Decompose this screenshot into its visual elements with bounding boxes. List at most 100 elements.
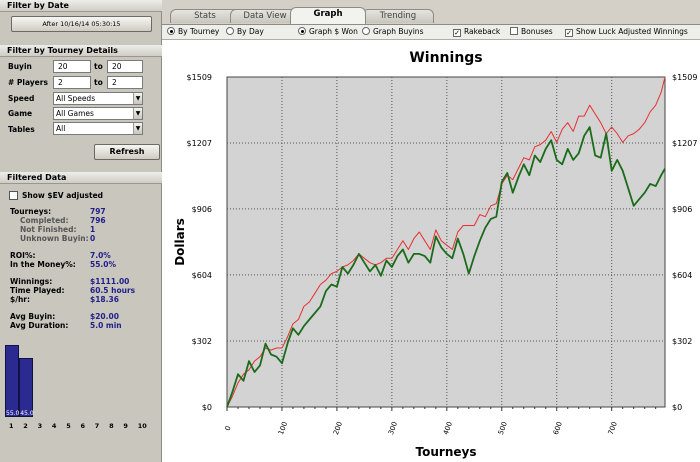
speed-label: Speed: [8, 94, 35, 103]
chart-title: Winnings: [409, 50, 482, 66]
per-hour-label: $/hr:: [10, 295, 30, 304]
game-value: All Games: [56, 109, 94, 118]
series-line: [226, 126, 666, 408]
filtered-data-header: Filtered Data: [0, 172, 162, 184]
finish-position-label: 6: [80, 422, 86, 430]
tables-value: All: [56, 124, 66, 133]
y-tick-label-left: $1509: [187, 73, 212, 82]
sev-adjusted-label: Show $EV adjusted: [22, 191, 104, 200]
graph-won-radio[interactable]: Graph $ Won: [298, 27, 358, 37]
luck-adjusted-checkbox[interactable]: ✓ Show Luck Adjusted Winnings: [565, 27, 688, 37]
x-tick-label: 0: [224, 425, 233, 432]
by-tourney-radio[interactable]: By Tourney: [167, 27, 219, 37]
bonuses-label: Bonuses: [521, 27, 553, 36]
series-line: [226, 76, 666, 408]
finish-position-label: 2: [23, 422, 28, 430]
checkbox-icon[interactable]: [510, 27, 518, 35]
graph-buyins-radio[interactable]: Graph Buyins: [362, 27, 423, 37]
players-label: # Players: [8, 78, 48, 87]
graph-won-label: Graph $ Won: [309, 27, 358, 36]
tab-trending[interactable]: Trending: [362, 9, 434, 23]
y-tick-label-left: $906: [192, 205, 212, 214]
filter-by-date-header: Filter by Date: [0, 0, 162, 12]
filter-panel: Filter by Date After 10/16/14 05:30:15 F…: [0, 0, 162, 462]
radio-selected-icon[interactable]: [167, 27, 175, 35]
finish-position-label: 4: [51, 422, 57, 430]
chevron-down-icon[interactable]: ▼: [133, 108, 142, 119]
tables-label: Tables: [8, 125, 35, 134]
chevron-down-icon[interactable]: ▼: [133, 123, 142, 134]
tables-select[interactable]: All ▼: [53, 122, 143, 135]
finish-position-label: 8: [109, 422, 114, 430]
y-tick-label-right: $1207: [672, 139, 697, 148]
rakeback-label: Rakeback: [464, 27, 501, 36]
finish-position-label: 1: [9, 422, 14, 430]
radio-icon[interactable]: [226, 27, 234, 35]
by-day-label: By Day: [237, 27, 264, 36]
unknown-buyin-value: 0: [90, 234, 96, 243]
y-tick-label-left: $0: [202, 403, 212, 412]
radio-selected-icon[interactable]: [298, 27, 306, 35]
x-tick-label: 700: [607, 421, 619, 436]
not-finished-value: 1: [90, 225, 96, 234]
finish-bar-label: 55.0: [6, 410, 20, 417]
luck-adjusted-label: Show Luck Adjusted Winnings: [576, 27, 688, 36]
buyin-max-input[interactable]: 20: [107, 60, 143, 73]
y-tick-label-left: $604: [192, 271, 212, 280]
by-day-radio[interactable]: By Day: [226, 27, 264, 37]
finish-position-label: 5: [66, 422, 71, 430]
buyin-min-input[interactable]: 20: [53, 60, 91, 73]
refresh-button[interactable]: Refresh: [94, 144, 160, 160]
x-axis-label: Tourneys: [416, 445, 477, 459]
rakeback-checkbox[interactable]: ✓ Rakeback: [453, 27, 500, 37]
x-tick-label: 400: [442, 421, 454, 436]
view-tabs: Stats Data View Graph Trending: [162, 0, 700, 24]
finish-position-label: 9: [123, 422, 128, 430]
finish-position-label: 7: [94, 422, 100, 430]
y-tick-label-right: $906: [672, 205, 692, 214]
y-tick-label-right: $0: [672, 403, 682, 412]
radio-icon[interactable]: [362, 27, 370, 35]
y-tick-label-left: $1207: [187, 139, 212, 148]
winnings-value: $1111.00: [90, 277, 130, 286]
date-filter-button[interactable]: After 10/16/14 05:30:15: [11, 16, 152, 32]
to-label: to: [94, 62, 103, 71]
sev-adjusted-checkbox[interactable]: [9, 191, 18, 200]
time-played-label: Time Played:: [10, 286, 65, 295]
by-tourney-label: By Tourney: [178, 27, 220, 36]
roi-label: ROI%:: [10, 251, 36, 260]
tourneys-label: Tourneys:: [10, 207, 52, 216]
avg-buyin-value: $20.00: [90, 312, 119, 321]
avg-duration-value: 5.0 min: [90, 321, 122, 330]
completed-value: 796: [90, 216, 106, 225]
checkbox-checked-icon[interactable]: ✓: [453, 29, 461, 37]
winnings-label: Winnings:: [10, 277, 53, 286]
plot-background: [226, 76, 666, 408]
tab-graph[interactable]: Graph: [290, 7, 366, 24]
finish-bar: [5, 345, 19, 417]
chevron-down-icon[interactable]: ▼: [133, 93, 142, 104]
avg-duration-label: Avg Duration:: [10, 321, 69, 330]
finish-position-label: 3: [37, 422, 43, 430]
x-tick-label: 300: [387, 421, 399, 436]
finish-bar: [19, 358, 34, 417]
to-label: to: [94, 78, 103, 87]
y-tick-label-right: $604: [672, 271, 692, 280]
y-axis-label: Dollars: [173, 218, 187, 266]
winnings-chart: $0 $0 $302 $302 $604 $604 $906 $906 $1207 $1207 $1…: [173, 50, 697, 459]
itm-label: In the Money%:: [10, 260, 76, 269]
players-min-input[interactable]: 2: [53, 76, 91, 89]
y-tick-label-right: $302: [672, 337, 692, 346]
game-select[interactable]: All Games ▼: [53, 107, 143, 120]
speed-select[interactable]: All Speeds ▼: [53, 92, 143, 105]
bonuses-checkbox[interactable]: Bonuses: [510, 27, 553, 37]
graph-options-bar: By Tourney By Day Graph $ Won Graph Buyi…: [162, 24, 700, 40]
y-tick-label-left: $302: [192, 337, 212, 346]
x-tick-label: 500: [497, 421, 509, 436]
filter-by-tourney-header: Filter by Tourney Details: [0, 45, 162, 57]
speed-value: All Speeds: [56, 94, 96, 103]
checkbox-checked-icon[interactable]: ✓: [565, 29, 573, 37]
itm-value: 55.0%: [90, 260, 117, 269]
y-tick-label-right: $1509: [672, 73, 697, 82]
players-max-input[interactable]: 2: [107, 76, 143, 89]
